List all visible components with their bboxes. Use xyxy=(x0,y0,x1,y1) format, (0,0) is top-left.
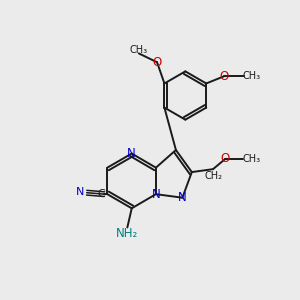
Text: CH₃: CH₃ xyxy=(243,71,261,81)
Text: N: N xyxy=(128,147,136,160)
Text: CH₃: CH₃ xyxy=(242,154,260,164)
Text: O: O xyxy=(221,152,230,165)
Text: N: N xyxy=(152,188,160,201)
Text: NH₂: NH₂ xyxy=(116,227,139,240)
Text: CH₃: CH₃ xyxy=(130,46,148,56)
Text: C: C xyxy=(97,189,105,199)
Text: CH₂: CH₂ xyxy=(204,171,222,181)
Text: N: N xyxy=(178,191,187,204)
Text: O: O xyxy=(220,70,229,83)
Text: O: O xyxy=(152,56,162,69)
Text: N: N xyxy=(76,187,84,197)
